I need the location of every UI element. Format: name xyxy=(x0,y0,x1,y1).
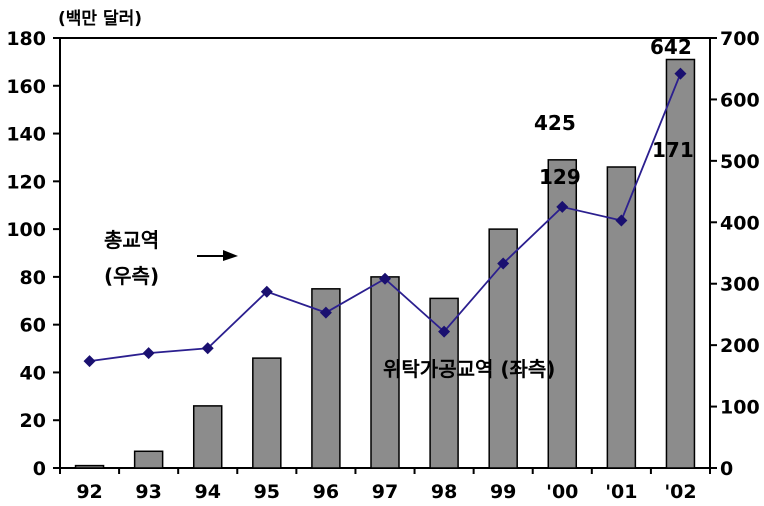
bar-92 xyxy=(74,464,105,469)
right-tick-label: 100 xyxy=(720,397,760,419)
right-tick-label: 300 xyxy=(720,274,760,296)
line-point-98 xyxy=(438,325,451,338)
data-label-425: 425 xyxy=(534,111,576,135)
line-point-92 xyxy=(83,355,96,368)
x-tick-label: '00 xyxy=(546,481,578,503)
data-label-171: 171 xyxy=(652,138,694,162)
processing-trade-label: 위탁가공교역 (좌측) xyxy=(383,357,555,381)
unit-label: (백만 달러) xyxy=(58,8,142,29)
line-point-94 xyxy=(201,342,214,355)
line-point-00 xyxy=(556,200,569,213)
left-tick-label: 20 xyxy=(20,410,46,432)
left-tick-label: 180 xyxy=(6,28,46,50)
x-tick-label: '01 xyxy=(605,481,637,503)
x-tick-label: 99 xyxy=(490,481,516,503)
line-point-02 xyxy=(674,67,687,80)
line-point-95 xyxy=(260,285,273,298)
line-point-97 xyxy=(379,272,391,285)
left-tick-label: 80 xyxy=(20,267,46,289)
x-tick-label: 93 xyxy=(135,481,161,503)
left-tick-label: 120 xyxy=(6,171,46,193)
x-tick-label: 94 xyxy=(195,481,221,503)
right-tick-label: 400 xyxy=(720,212,760,234)
left-tick-label: 60 xyxy=(20,315,46,337)
bar-02 xyxy=(665,58,696,469)
right-tick-label: 700 xyxy=(720,28,760,50)
right-tick-label: 200 xyxy=(720,335,760,357)
bar-94 xyxy=(192,405,223,469)
data-label-129: 129 xyxy=(539,165,581,189)
left-tick-label: 160 xyxy=(6,76,46,98)
line-point-96 xyxy=(319,306,332,319)
x-tick-label: 96 xyxy=(313,481,339,503)
line-point-99 xyxy=(497,257,510,270)
bar-96 xyxy=(311,288,341,469)
line-point-93 xyxy=(142,347,155,360)
total-trade-label-line2: (우측) xyxy=(104,264,159,288)
x-tick-label: 95 xyxy=(254,481,280,503)
left-tick-label: 40 xyxy=(20,362,46,384)
left-tick-label: 0 xyxy=(33,458,46,480)
x-tick-label: 98 xyxy=(431,481,457,503)
right-tick-label: 600 xyxy=(720,89,760,111)
x-tick-label: 97 xyxy=(372,481,398,503)
total-trade-label-line1: 총교역 xyxy=(104,228,159,252)
data-label-642: 642 xyxy=(650,35,692,59)
bar-93 xyxy=(133,450,164,469)
arrow-icon xyxy=(197,250,238,261)
right-tick-label: 0 xyxy=(720,458,733,480)
annotations: 총교역 (우측) 위탁가공교역 (좌측) 425 129 171 642 xyxy=(104,35,694,381)
x-tick-label: '02 xyxy=(664,481,696,503)
bar-95 xyxy=(252,357,282,469)
x-tick-label: 92 xyxy=(76,481,102,503)
left-tick-label: 100 xyxy=(6,219,46,241)
left-tick-label: 140 xyxy=(6,124,46,146)
right-tick-label: 500 xyxy=(720,151,760,173)
plot-area: 0 20 40 60 80 100 120 140 160 180 0 100 200 300 400 500… xyxy=(6,28,759,503)
line-point-01 xyxy=(615,214,628,227)
bar-01 xyxy=(606,166,637,469)
